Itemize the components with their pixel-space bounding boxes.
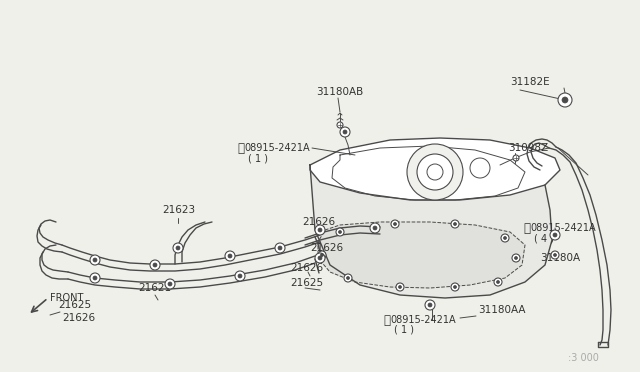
Polygon shape — [310, 138, 560, 200]
Text: 21625: 21625 — [58, 300, 91, 310]
Circle shape — [168, 282, 172, 286]
Circle shape — [315, 225, 325, 235]
Circle shape — [93, 276, 97, 280]
Circle shape — [501, 234, 509, 242]
Circle shape — [238, 274, 242, 278]
Circle shape — [504, 237, 506, 240]
Circle shape — [340, 127, 350, 137]
Circle shape — [370, 223, 380, 233]
Circle shape — [235, 271, 245, 281]
Circle shape — [513, 155, 519, 161]
Circle shape — [470, 158, 490, 178]
Text: 21625: 21625 — [290, 278, 323, 288]
Circle shape — [497, 280, 499, 283]
Text: FRONT: FRONT — [50, 293, 83, 303]
Text: ( 1 ): ( 1 ) — [248, 153, 268, 163]
Text: 31182E: 31182E — [510, 77, 550, 87]
Circle shape — [391, 220, 399, 228]
Circle shape — [336, 228, 344, 236]
Text: ( 4 ): ( 4 ) — [534, 233, 554, 243]
Circle shape — [494, 278, 502, 286]
Circle shape — [515, 257, 518, 260]
Text: 31180AA: 31180AA — [478, 305, 525, 315]
Text: ( 1 ): ( 1 ) — [394, 325, 414, 335]
Circle shape — [417, 154, 453, 190]
Circle shape — [165, 279, 175, 289]
Circle shape — [428, 303, 432, 307]
Circle shape — [318, 251, 326, 259]
Circle shape — [454, 285, 456, 289]
Circle shape — [425, 300, 435, 310]
Circle shape — [225, 251, 235, 261]
Circle shape — [90, 273, 100, 283]
Polygon shape — [310, 165, 560, 298]
Text: Ⓜ: Ⓜ — [383, 314, 390, 327]
Circle shape — [337, 122, 343, 128]
Text: 08915-2421A: 08915-2421A — [390, 315, 456, 325]
Circle shape — [451, 283, 459, 291]
Circle shape — [93, 258, 97, 262]
Circle shape — [321, 253, 323, 257]
Circle shape — [562, 97, 568, 103]
Circle shape — [454, 222, 456, 225]
Text: 21626: 21626 — [302, 217, 335, 227]
Circle shape — [554, 253, 557, 257]
Text: 21626: 21626 — [310, 243, 343, 253]
Circle shape — [150, 260, 160, 270]
Circle shape — [558, 93, 572, 107]
Circle shape — [551, 251, 559, 259]
Circle shape — [346, 276, 349, 279]
Circle shape — [90, 255, 100, 265]
Circle shape — [318, 256, 322, 260]
Circle shape — [550, 230, 560, 240]
Circle shape — [407, 144, 463, 200]
Text: Ⓜ: Ⓜ — [237, 141, 244, 154]
Circle shape — [553, 233, 557, 237]
Text: Ⓜ: Ⓜ — [523, 221, 530, 234]
Circle shape — [275, 243, 285, 253]
Circle shape — [339, 231, 342, 234]
Circle shape — [343, 130, 347, 134]
Circle shape — [228, 254, 232, 258]
Text: 31180AB: 31180AB — [316, 87, 364, 97]
Circle shape — [451, 220, 459, 228]
Circle shape — [427, 164, 443, 180]
Circle shape — [315, 253, 325, 263]
Text: 08915-2421A: 08915-2421A — [530, 223, 596, 233]
Text: :3 000: :3 000 — [568, 353, 599, 363]
Circle shape — [394, 222, 397, 225]
Text: 21626: 21626 — [62, 313, 95, 323]
Circle shape — [399, 285, 401, 289]
Circle shape — [373, 226, 377, 230]
Circle shape — [512, 254, 520, 262]
Circle shape — [278, 246, 282, 250]
Text: 31098Z: 31098Z — [508, 143, 548, 153]
Text: 31180A: 31180A — [540, 253, 580, 263]
Circle shape — [396, 283, 404, 291]
Text: 21626: 21626 — [290, 263, 323, 273]
Circle shape — [176, 246, 180, 250]
Polygon shape — [318, 222, 525, 288]
Text: 21623: 21623 — [162, 205, 195, 215]
Circle shape — [173, 243, 183, 253]
Circle shape — [318, 228, 322, 232]
Circle shape — [153, 263, 157, 267]
Text: 08915-2421A: 08915-2421A — [244, 143, 310, 153]
Circle shape — [344, 274, 352, 282]
Text: 21621: 21621 — [138, 283, 171, 293]
